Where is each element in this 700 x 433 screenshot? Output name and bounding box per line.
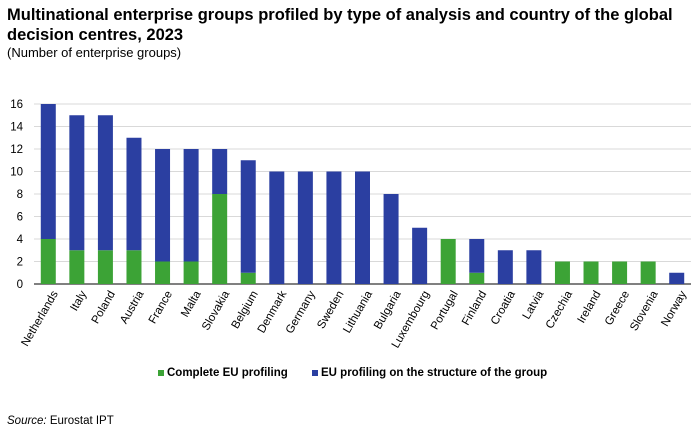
x-tick-label: Lithuania	[341, 288, 375, 335]
bar-eu-profiling-structure	[297, 171, 313, 284]
bar-eu-profiling-structure	[355, 171, 370, 284]
x-tick-label: Netherlands	[19, 289, 61, 349]
y-tick-label: 6	[17, 212, 23, 224]
bar-eu-profiling-structure	[126, 137, 142, 251]
bar-eu-profiling-structure	[155, 149, 171, 262]
x-tick-label: Portugal	[429, 289, 461, 332]
y-tick-label: 0	[17, 279, 23, 291]
bar-eu-profiling-structure	[669, 272, 685, 284]
bar-complete-eu-profiling	[469, 272, 485, 284]
x-tick-label: Belgium	[230, 289, 261, 331]
bar-complete-eu-profiling	[554, 261, 570, 284]
bar-complete-eu-profiling	[640, 261, 656, 284]
bar-eu-profiling-structure	[412, 227, 428, 284]
x-tick-label: Greece	[603, 289, 632, 328]
bar-complete-eu-profiling	[155, 261, 171, 284]
y-tick-label: 16	[10, 99, 23, 111]
x-tick-label: France	[147, 289, 175, 326]
bar-eu-profiling-structure	[497, 250, 513, 284]
x-tick-label: Sweden	[315, 289, 346, 331]
x-tick-label: Croatia	[489, 288, 518, 327]
bar-complete-eu-profiling	[583, 261, 599, 284]
x-tick-label: Italy	[68, 289, 89, 313]
y-tick-label: 12	[10, 144, 23, 156]
bar-complete-eu-profiling	[40, 239, 56, 284]
chart-subtitle: (Number of enterprise groups)	[7, 45, 182, 60]
x-tick-label: Slovenia	[628, 288, 661, 333]
bar-complete-eu-profiling	[240, 272, 256, 284]
x-tick-label: Poland	[90, 289, 118, 326]
x-tick-label: Austria	[118, 288, 147, 326]
bar-eu-profiling-structure	[526, 250, 542, 284]
bar-eu-profiling-structure	[69, 115, 85, 251]
y-tick-label: 2	[17, 257, 23, 269]
chart-title: Multinational enterprise groups profiled…	[7, 6, 673, 44]
bar-eu-profiling-structure	[40, 104, 56, 239]
source-text: Eurostat IPT	[46, 415, 114, 427]
bar-eu-profiling-structure	[240, 160, 256, 273]
legend-eu-profiling-structure-label: EU profiling on the structure of the gro…	[321, 367, 547, 379]
legend-complete-eu-profiling-label: Complete EU profiling	[167, 367, 288, 379]
source-note: Source: Eurostat IPT	[7, 415, 114, 427]
bar-eu-profiling-structure	[183, 149, 199, 262]
bar-eu-profiling-structure	[326, 171, 342, 284]
source-label: Source:	[7, 415, 47, 427]
y-tick-label: 10	[10, 167, 23, 179]
legend-eu-profiling-structure-swatch	[312, 370, 318, 376]
x-tick-label: Ireland	[576, 289, 604, 325]
x-tick-label: Germany	[284, 289, 318, 336]
bar-eu-profiling-structure	[97, 115, 113, 251]
bar-complete-eu-profiling	[183, 261, 199, 284]
y-tick-label: 8	[17, 189, 23, 201]
legend-complete-eu-profiling-swatch	[158, 370, 164, 376]
x-tick-label: Finland	[460, 289, 489, 328]
bar-complete-eu-profiling	[440, 239, 456, 284]
x-tick-label: Slovakia	[200, 288, 232, 332]
bar-complete-eu-profiling	[97, 250, 113, 284]
bar-complete-eu-profiling	[212, 194, 228, 284]
y-tick-label: 4	[17, 234, 24, 246]
bar-eu-profiling-structure	[212, 149, 228, 194]
x-tick-label: Malta	[179, 288, 204, 319]
bar-complete-eu-profiling	[126, 250, 142, 284]
bar-eu-profiling-structure	[469, 239, 485, 273]
x-tick-label: Norway	[659, 289, 689, 329]
bar-complete-eu-profiling	[612, 261, 628, 284]
x-tick-label: Latvia	[521, 288, 547, 321]
y-tick-label: 14	[10, 122, 23, 134]
bar-eu-profiling-structure	[383, 194, 399, 284]
x-tick-label: Czechia	[544, 288, 575, 331]
x-tick-label: Bulgaria	[372, 288, 404, 331]
bar-complete-eu-profiling	[69, 250, 85, 284]
bar-eu-profiling-structure	[269, 171, 285, 284]
